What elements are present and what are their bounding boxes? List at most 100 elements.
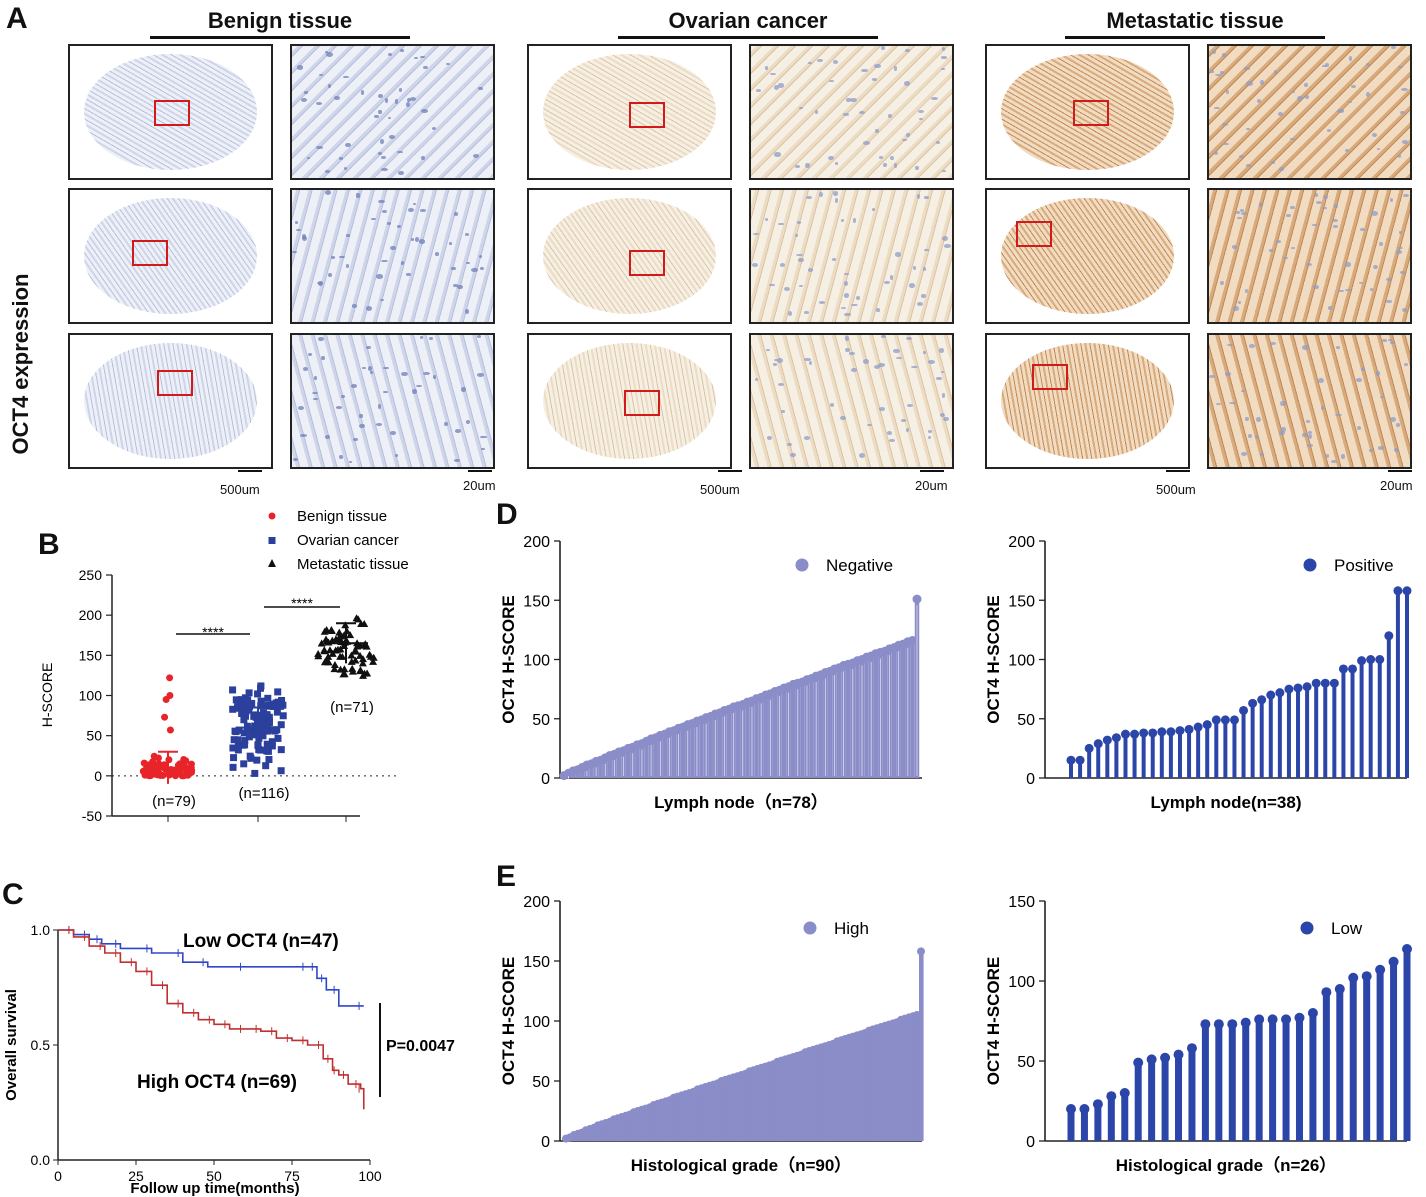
bar	[623, 1115, 629, 1141]
nucleus-dot	[928, 429, 932, 433]
y-tick-label: 50	[86, 728, 102, 744]
bar	[607, 1121, 613, 1141]
bar	[799, 1054, 804, 1141]
nucleus-dot	[774, 85, 780, 90]
nucleus-dot	[1246, 81, 1253, 86]
nucleus-dot	[799, 106, 803, 110]
nucleus-dot	[828, 156, 835, 161]
metastatic-point	[356, 651, 365, 659]
nucleus-dot	[1331, 459, 1338, 464]
y-tick-label: 150	[1008, 894, 1035, 911]
bar	[899, 1019, 904, 1141]
bar-marker	[1202, 720, 1212, 730]
legend-marker	[803, 921, 817, 935]
ovarian-point	[247, 754, 255, 762]
nucleus-dot	[928, 359, 935, 365]
nucleus-dot	[900, 418, 906, 423]
nucleus-dot	[1335, 413, 1342, 416]
nucleus-dot	[767, 436, 772, 441]
nucleus-dot	[401, 372, 408, 377]
nucleus-dot	[1314, 193, 1319, 197]
bar-marker	[1119, 1088, 1130, 1098]
ovarian-point	[268, 742, 276, 750]
nucleus-dot	[918, 109, 925, 113]
nucleus-dot	[819, 300, 826, 304]
high-oct4-label: High OCT4 (n=69)	[137, 1072, 297, 1093]
bar-marker	[1248, 698, 1258, 708]
nucleus-dot	[1379, 241, 1383, 246]
nucleus-dot	[893, 348, 900, 353]
nucleus-dot	[296, 65, 303, 70]
y-tick-label: 200	[79, 607, 103, 623]
bar-marker	[1266, 690, 1276, 700]
y-axis-label: H-SCORE	[39, 663, 55, 728]
ihc-zoom-panel	[290, 44, 495, 180]
nucleus-dot	[377, 151, 383, 155]
nucleus-dot	[1215, 74, 1222, 77]
ovarian-point	[237, 696, 245, 704]
bar	[759, 1067, 765, 1141]
nucleus-dot	[844, 313, 851, 316]
nucleus-dot	[842, 113, 849, 116]
nucleus-dot	[1366, 91, 1370, 97]
nucleus-dot	[408, 208, 414, 213]
nucleus-dot	[453, 459, 460, 462]
ovarian-point	[240, 729, 248, 737]
bar-marker	[1211, 715, 1221, 725]
nucleus-dot	[1351, 84, 1356, 88]
nucleus-dot	[379, 298, 385, 302]
legend-marker-metastatic	[268, 559, 276, 567]
nucleus-dot	[807, 268, 813, 272]
ovarian-point	[238, 707, 246, 715]
sig-label: ****	[202, 624, 224, 640]
nucleus-dot	[359, 423, 365, 429]
nucleus-dot	[843, 272, 849, 276]
nucleus-dot	[446, 63, 450, 66]
nucleus-dot	[409, 96, 416, 101]
nucleus-dot	[377, 93, 383, 99]
bar	[883, 1025, 888, 1141]
y-tick-label: 0	[1026, 771, 1035, 788]
nucleus-dot	[336, 406, 342, 409]
nucleus-dot	[901, 138, 908, 142]
legend-label: Benign tissue	[297, 508, 387, 525]
bar	[655, 1103, 661, 1141]
nucleus-dot	[1213, 150, 1218, 156]
bar	[647, 1107, 653, 1141]
nucleus-dot	[385, 98, 389, 103]
ovarian-point	[230, 754, 238, 762]
nucleus-dot	[863, 359, 870, 364]
nucleus-dot	[855, 296, 860, 301]
nucleus-dot	[878, 407, 886, 411]
nucleus-dot	[1286, 214, 1291, 217]
nucleus-dot	[1369, 287, 1373, 291]
nucleus-dot	[480, 447, 485, 451]
nucleus-dot	[1333, 224, 1338, 229]
nucleus-dot	[944, 243, 952, 248]
nucleus-dot	[420, 55, 426, 59]
ovarian-point	[277, 767, 285, 775]
ovarian-point	[240, 760, 248, 768]
nucleus-dot	[324, 190, 331, 196]
nucleus-dot	[1391, 46, 1396, 50]
ovarian-point	[279, 712, 287, 720]
nucleus-dot	[1290, 137, 1295, 141]
bar	[815, 1048, 820, 1141]
nucleus-dot	[808, 61, 812, 65]
metastatic-point	[328, 649, 337, 657]
nucleus-dot	[889, 274, 893, 280]
nucleus-dot	[378, 404, 382, 409]
y-tick-label: 150	[79, 647, 103, 663]
nucleus-dot	[1220, 281, 1224, 285]
ovarian-point	[251, 769, 259, 777]
nucleus-dot	[382, 366, 389, 370]
nucleus-dot	[448, 241, 452, 245]
bar-marker	[1320, 678, 1330, 688]
bar	[687, 1093, 693, 1141]
bar	[631, 1112, 637, 1141]
benign-point	[176, 760, 184, 768]
nucleus-dot	[394, 453, 399, 457]
panel-b-chart: 250 200 150 100 50 0 -50 H-SCORE Benign tissue Ov…	[39, 508, 409, 824]
bar-marker	[1321, 987, 1332, 998]
nucleus-dot	[1327, 129, 1331, 133]
